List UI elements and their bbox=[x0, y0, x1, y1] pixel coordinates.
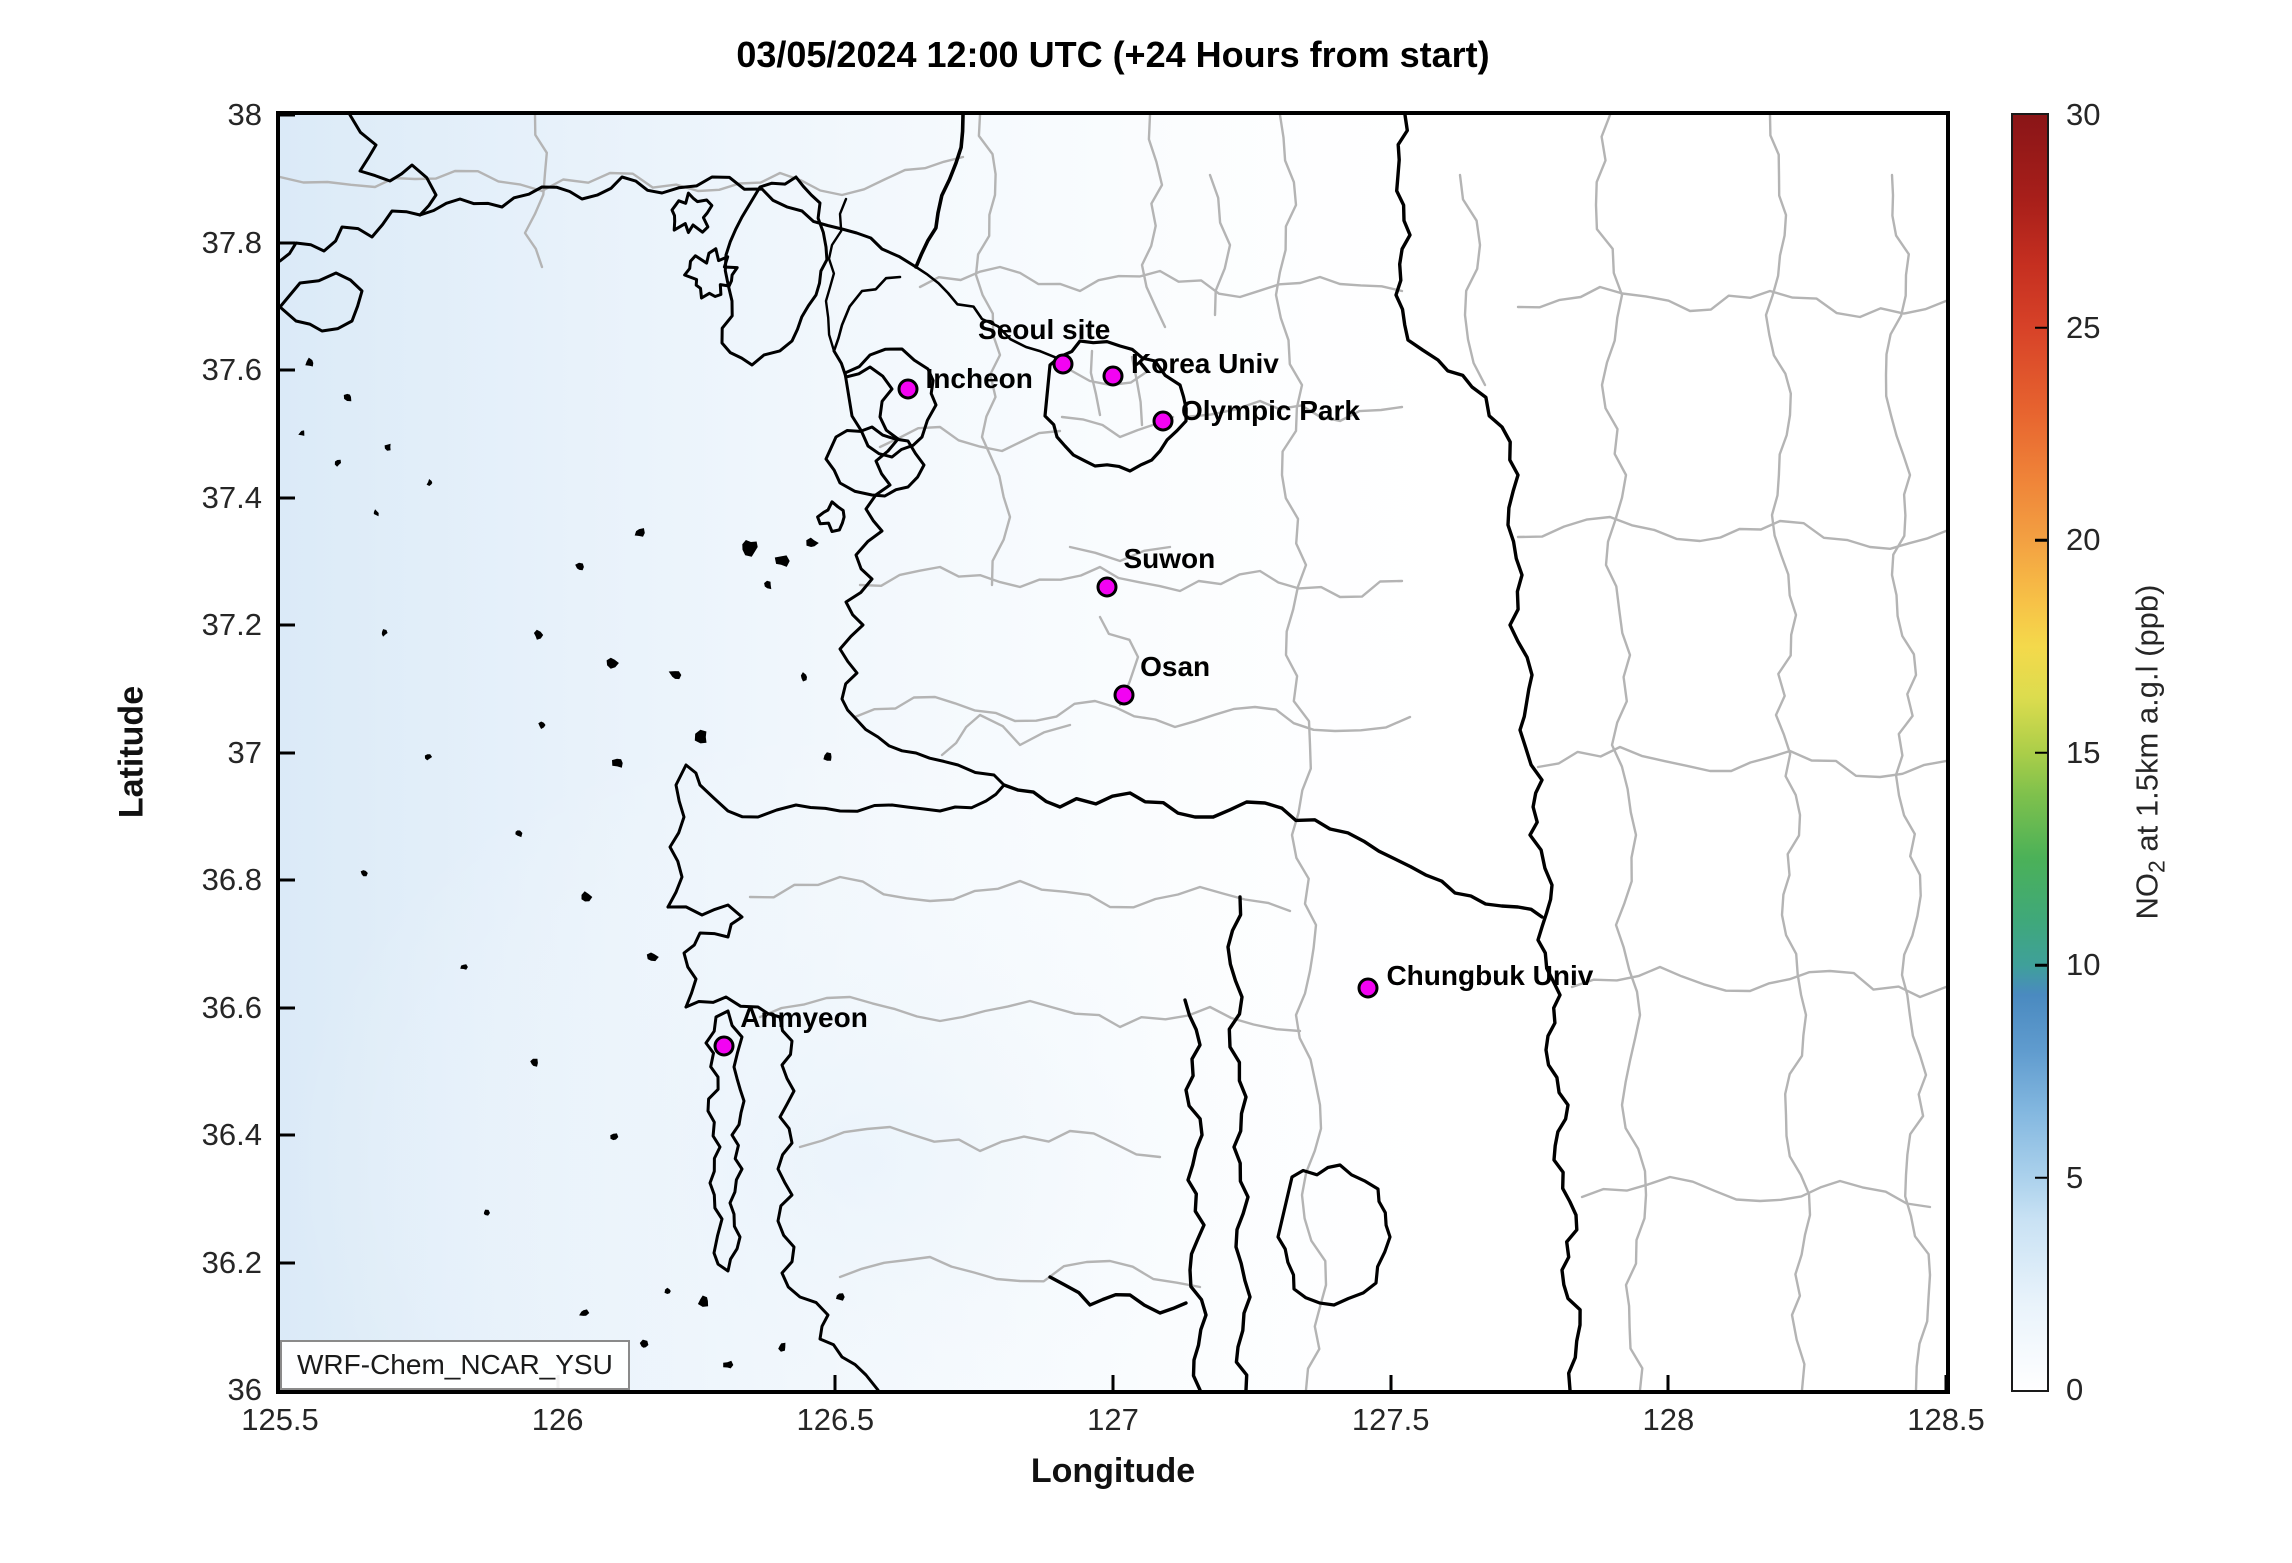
map-basemap bbox=[280, 115, 1946, 1390]
x-tick-label: 126 bbox=[531, 1402, 584, 1437]
colorbar-label-suffix: at 1.5km a.g.l (ppb) bbox=[2129, 584, 2165, 861]
station-marker bbox=[713, 1035, 735, 1057]
y-tickmark bbox=[280, 241, 295, 244]
x-axis-label: Longitude bbox=[1030, 1452, 1196, 1490]
station-label: Korea Univ bbox=[1131, 348, 1279, 380]
x-tickmark bbox=[1944, 1375, 1948, 1390]
y-tick-label: 37.8 bbox=[201, 224, 262, 260]
station-marker bbox=[897, 378, 919, 400]
colorbar bbox=[2011, 113, 2049, 1392]
x-tickmark bbox=[1111, 1375, 1115, 1390]
x-tickmark bbox=[833, 1375, 837, 1390]
station-marker bbox=[1152, 410, 1174, 432]
x-tick-label: 125.5 bbox=[241, 1402, 319, 1437]
y-tickmark bbox=[280, 1006, 295, 1009]
model-tag-text: WRF-Chem_NCAR_YSU bbox=[297, 1349, 613, 1380]
y-tickmark bbox=[280, 878, 295, 882]
x-tickmark bbox=[1666, 1375, 1670, 1390]
station-overlay: Seoul site Incheon Korea Univ Olympic Park S… bbox=[280, 115, 1946, 1390]
x-tick-label: 128 bbox=[1642, 1402, 1695, 1437]
y-tick-label: 37.2 bbox=[201, 607, 262, 642]
y-tick-label: 36.2 bbox=[201, 1244, 262, 1280]
colorbar-tick-label: 0 bbox=[2066, 1372, 2084, 1407]
map-plot-area: Seoul site Incheon Korea Univ Olympic Park S… bbox=[276, 111, 1950, 1394]
colorbar-tickmark bbox=[2035, 1176, 2047, 1179]
station-label: Chungbuk Univ bbox=[1386, 960, 1594, 992]
y-tickmark bbox=[280, 623, 295, 627]
station-marker bbox=[1113, 684, 1135, 706]
y-tickmark bbox=[280, 1261, 295, 1264]
colorbar-label: NO2 at 1.5km a.g.l (ppb) bbox=[2129, 585, 2170, 920]
colorbar-tick-label: 5 bbox=[2066, 1159, 2084, 1195]
station-label: Suwon bbox=[1123, 542, 1216, 574]
colorbar-tickmark bbox=[2035, 963, 2047, 967]
admin-boundaries bbox=[280, 115, 1946, 1390]
station-marker bbox=[1052, 353, 1074, 375]
y-tick-label: 36.8 bbox=[201, 862, 262, 897]
y-tickmark bbox=[280, 1133, 295, 1137]
colorbar-tick-label: 20 bbox=[2066, 522, 2101, 557]
station-label: Seoul site bbox=[978, 313, 1111, 345]
colorbar-label-subscript: 2 bbox=[2143, 860, 2170, 873]
y-tickmark bbox=[280, 1388, 295, 1392]
y-tickmark bbox=[280, 496, 295, 499]
station-label: Anmyeon bbox=[740, 1001, 868, 1033]
colorbar-tickmark bbox=[2035, 538, 2047, 542]
y-tickmark bbox=[280, 113, 295, 117]
y-tickmark bbox=[280, 751, 295, 754]
y-tick-label: 36.6 bbox=[201, 989, 262, 1025]
y-tick-label: 37 bbox=[227, 734, 262, 770]
figure-title: 03/05/2024 12:00 UTC (+24 Hours from sta… bbox=[736, 34, 1490, 75]
x-tick-label: 127 bbox=[1087, 1402, 1139, 1437]
colorbar-tick-label: 15 bbox=[2066, 734, 2101, 770]
colorbar-label-prefix: NO bbox=[2129, 872, 2165, 920]
station-label: Olympic Park bbox=[1180, 395, 1360, 426]
colorbar-tickmark bbox=[2035, 326, 2047, 329]
station-label: Incheon bbox=[925, 363, 1033, 395]
colorbar-tickmark bbox=[2035, 751, 2047, 754]
axis-tickmarks bbox=[278, 113, 1948, 1392]
y-tickmark bbox=[280, 368, 295, 372]
station-marker bbox=[1096, 576, 1118, 598]
y-tick-label: 37.6 bbox=[201, 352, 262, 387]
station-label: Osan bbox=[1140, 651, 1211, 683]
station-marker bbox=[1102, 365, 1124, 387]
x-tick-label: 126.5 bbox=[796, 1402, 875, 1437]
coastlines-and-borders bbox=[280, 115, 1582, 1390]
x-tick-label: 128.5 bbox=[1907, 1402, 1985, 1437]
y-tick-label: 36.4 bbox=[201, 1117, 262, 1152]
colorbar-tick-label: 10 bbox=[2066, 947, 2101, 982]
y-tick-label: 38 bbox=[227, 97, 262, 132]
model-tag-box: WRF-Chem_NCAR_YSU bbox=[280, 1340, 630, 1390]
colorbar-tick-label: 30 bbox=[2066, 97, 2101, 132]
station-marker bbox=[1357, 977, 1379, 999]
x-tick-label: 127.5 bbox=[1351, 1402, 1430, 1437]
y-tick-label: 36 bbox=[227, 1372, 262, 1407]
colorbar-tick-label: 25 bbox=[2066, 309, 2101, 345]
y-tick-label: 37.4 bbox=[201, 479, 262, 515]
x-tickmark bbox=[1389, 1375, 1393, 1390]
